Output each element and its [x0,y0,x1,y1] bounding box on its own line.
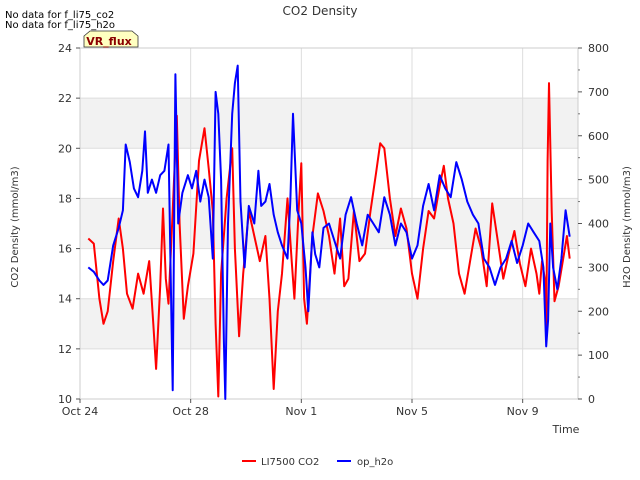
vr-flux-label: VR_flux [86,35,132,48]
left-tick-label-24: 24 [58,42,72,55]
left-axis-label: CO2 Density (mmol/m3) [10,166,21,287]
x-tick-label-16: Nov 9 [507,405,539,418]
left-tick-label-22: 22 [58,92,72,105]
no-data-note-h2o: No data for f_li75_h2o [5,20,115,31]
left-tick-label-10: 10 [58,393,72,406]
series-line-co2 [87,82,571,398]
left-tick-label-16: 16 [58,243,72,256]
left-tick-label-14: 14 [58,293,72,306]
band-20-22 [80,98,578,149]
right-tick-label-200: 200 [588,305,609,318]
legend-label-co2: LI7500 CO2 [261,457,319,468]
vr-flux-badge: VR_flux [83,30,139,48]
series-line-h2o [87,64,571,400]
left-tick-label-20: 20 [58,142,72,155]
right-tick-label-400: 400 [588,218,609,231]
right-tick-label-100: 100 [588,349,609,362]
x-tick-label-4: Oct 28 [172,405,209,418]
right-tick-label-300: 300 [588,261,609,274]
x-tick-label-0: Oct 24 [62,405,99,418]
left-tick-label-12: 12 [58,343,72,356]
right-axis-label: H2O Density (mmol/m3) [622,166,633,288]
band-12-14 [80,298,578,349]
x-tick-label-8: Nov 1 [285,405,317,418]
x-axis-ticks: Oct 24 Oct 28 Nov 1 Nov 5 Nov 9 [62,399,539,418]
right-axis-ticks: 0 100 200 300 400 500 600 700 800 [578,42,609,406]
series-layer [87,64,571,400]
x-tick-label-12: Nov 5 [396,405,428,418]
right-tick-label-500: 500 [588,174,609,187]
x-axis-label: Time [552,423,580,436]
left-tick-label-18: 18 [58,192,72,205]
left-axis-ticks: 10 12 14 16 18 20 22 24 [58,42,80,406]
right-tick-label-0: 0 [588,393,595,406]
chart-title: CO2 Density [283,4,358,18]
right-tick-label-800: 800 [588,42,609,55]
legend-label-h2o: op_h2o [357,457,393,468]
no-data-note-co2: No data for f_li75_co2 [5,10,114,21]
right-tick-label-700: 700 [588,86,609,99]
legend: LI7500 CO2 op_h2o [242,457,393,468]
right-tick-label-600: 600 [588,130,609,143]
